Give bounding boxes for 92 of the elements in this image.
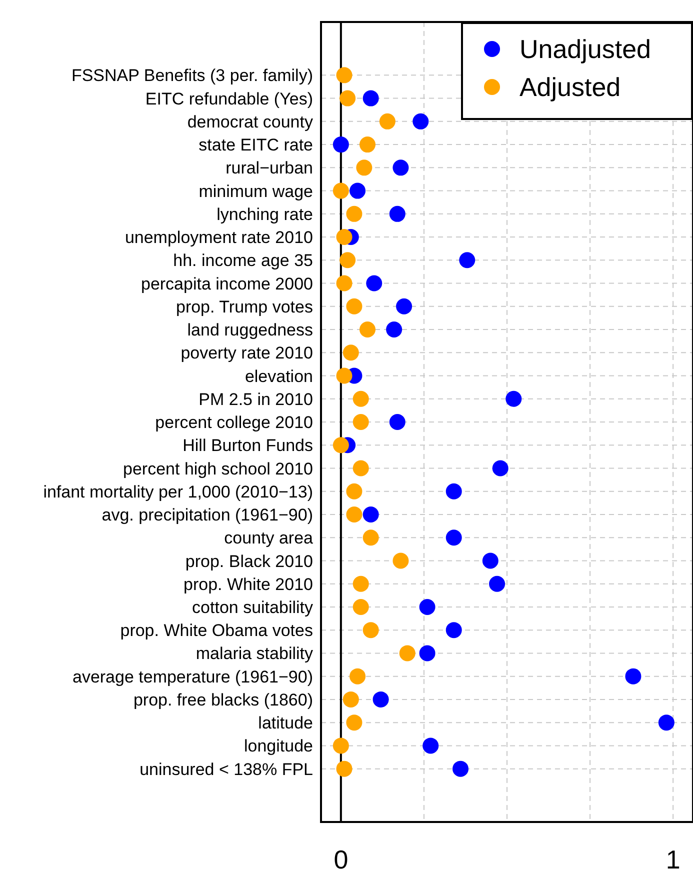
point (346, 714, 362, 731)
y-tick-label: malaria stability (196, 644, 314, 664)
y-tick-label: minimum wage (198, 182, 313, 201)
point (332, 738, 349, 754)
y-tick-label: democrat county (187, 112, 314, 132)
x-tick-label: 0 (334, 844, 348, 874)
point (446, 622, 462, 638)
y-tick-label: hh. income age 35 (173, 251, 313, 270)
point (658, 714, 674, 731)
point (342, 691, 359, 708)
y-tick-label: unemployment rate 2010 (124, 228, 313, 248)
point (362, 622, 379, 638)
point (392, 552, 409, 569)
y-tick-label: state EITC rate (198, 136, 313, 155)
point (342, 344, 359, 361)
y-tick-label: Hill Burton Funds (182, 436, 313, 456)
point (360, 136, 376, 153)
point (352, 414, 369, 430)
point (386, 322, 402, 338)
point (392, 160, 409, 176)
y-tick-label: infant mortality per 1,000 (2010−13) (43, 482, 313, 502)
point (346, 506, 362, 522)
point (492, 460, 508, 476)
y-tick-label: longitude (244, 736, 313, 756)
point (419, 645, 436, 662)
point (332, 136, 349, 153)
point (506, 390, 522, 407)
point (336, 368, 352, 384)
point (362, 506, 379, 522)
point (459, 252, 476, 268)
y-tick-label: rural−urban (226, 158, 313, 178)
point (352, 576, 369, 592)
point (422, 738, 439, 754)
point (356, 160, 372, 176)
point (336, 229, 352, 246)
point (352, 460, 369, 476)
point (489, 576, 506, 592)
point (352, 390, 369, 407)
y-tick-label: average temperature (1961−90) (72, 667, 313, 686)
y-tick-label: EITC refundable (Yes) (145, 89, 313, 108)
point (362, 90, 379, 106)
point (346, 206, 362, 222)
point (346, 483, 362, 500)
y-tick-label: FSSNAP Benefits (3 per. family) (71, 66, 313, 86)
point (346, 298, 362, 314)
point (340, 90, 356, 106)
y-tick-label: lynching rate (216, 204, 313, 224)
y-tick-label: PM 2.5 in 2010 (198, 390, 313, 409)
y-tick-label: avg. precipitation (1961−90) (102, 506, 313, 525)
point (360, 322, 376, 338)
point (446, 530, 462, 546)
y-tick-label: prop. White 2010 (184, 574, 313, 594)
point (362, 530, 379, 546)
y-tick-label: uninsured < 138% FPL (140, 760, 313, 779)
point (379, 113, 396, 130)
y-tick-label: percent college 2010 (155, 413, 313, 432)
y-tick-label: prop. White Obama votes (120, 621, 313, 640)
y-tick-label: land ruggedness (187, 320, 313, 340)
y-tick-label: prop. Trump votes (176, 297, 313, 316)
y-tick-label: latitude (258, 714, 313, 733)
y-tick-label: prop. Black 2010 (185, 552, 313, 571)
point (350, 668, 366, 684)
point (389, 414, 406, 430)
point (389, 206, 406, 222)
point (332, 437, 349, 454)
legend-label: Adjusted (519, 72, 621, 102)
point (446, 483, 462, 500)
point (332, 182, 349, 199)
point (366, 275, 382, 292)
point (412, 113, 429, 130)
y-tick-label: percapita income 2000 (140, 274, 313, 294)
y-tick-label: cotton suitability (192, 598, 314, 618)
y-tick-label: prop. free blacks (1860) (133, 690, 313, 710)
y-tick-label: county area (224, 528, 314, 548)
point (625, 668, 642, 684)
point (396, 298, 412, 314)
point (350, 182, 366, 199)
point (352, 598, 369, 615)
x-tick-label: 1 (666, 844, 680, 874)
point (419, 598, 436, 615)
point (399, 645, 416, 662)
point (336, 760, 352, 777)
point (336, 275, 352, 292)
y-tick-label: poverty rate 2010 (180, 344, 313, 363)
point (336, 67, 352, 84)
y-tick-label: percent high school 2010 (123, 459, 313, 478)
legend-label: Unadjusted (519, 34, 651, 64)
point (482, 552, 498, 569)
point (340, 252, 356, 268)
point (372, 691, 389, 708)
point (452, 760, 468, 777)
y-tick-label: elevation (244, 366, 313, 386)
